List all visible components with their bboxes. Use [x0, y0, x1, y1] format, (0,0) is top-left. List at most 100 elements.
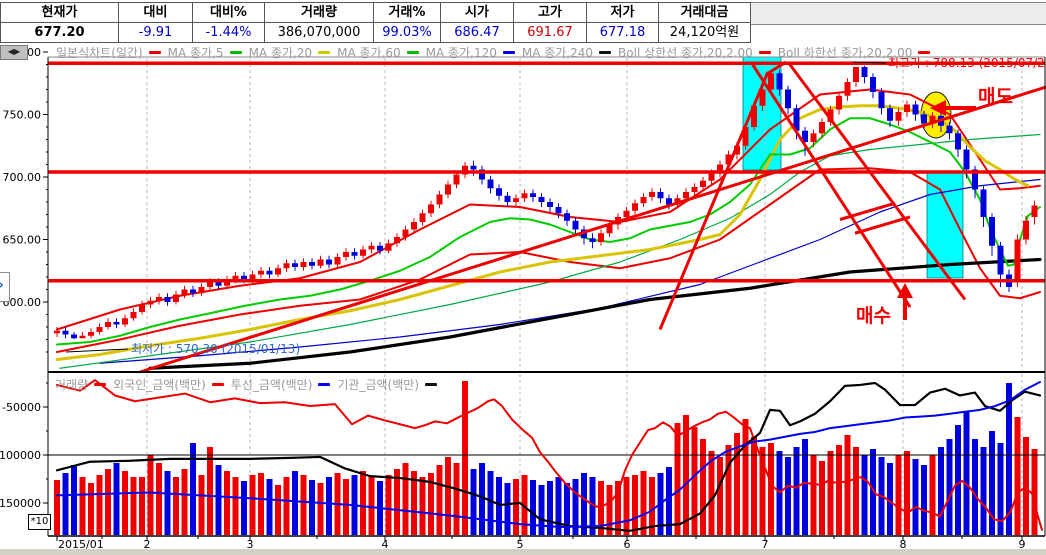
- quote-col-4: 거래% 99.03%: [374, 3, 441, 43]
- buy-annotation-text: 매수: [856, 305, 891, 327]
- trend-line: [765, 60, 787, 76]
- sell-arrow-icon: [930, 100, 946, 116]
- main-legend-item-1: MA 종가,5: [168, 44, 242, 61]
- x-tick-label: 5: [517, 538, 524, 551]
- trend-line: [658, 71, 770, 331]
- x-tick-label: 4: [382, 538, 389, 551]
- quote-value: 686.47: [441, 23, 513, 43]
- quote-label: 시가: [441, 3, 513, 23]
- legend-label: Boll 하한선 종가,20,2.00: [777, 46, 913, 60]
- axis-layer: [43, 51, 1046, 541]
- x-tick-label: 3: [247, 538, 254, 551]
- sub-chart-legend: 거래량 외국인_금액(백만) 투신_금액(백만) 기관_금액(백만): [55, 376, 437, 393]
- legend-color-dash: [229, 51, 242, 54]
- x-tick-label: 2015/01: [58, 538, 104, 551]
- pane-splitter-handle[interactable]: ◀▶: [0, 45, 28, 60]
- bollinger-lower-line: [56, 167, 1041, 353]
- quote-value: 691.67: [514, 23, 586, 43]
- trend-line: [749, 61, 912, 308]
- quote-label: 거래%: [374, 3, 440, 23]
- x-tick-label: 7: [762, 538, 769, 551]
- quote-label: 대비%: [193, 3, 264, 23]
- low-price-label: 최저가 : 570.30 (2015/01/13): [131, 342, 300, 356]
- quote-value: -9.91: [119, 23, 192, 43]
- quote-label: 거래대금: [659, 3, 750, 23]
- legend-label: Boll 상한선 종가,20,2.00: [618, 46, 753, 60]
- legend-label: 투신_금액(백만): [230, 378, 313, 392]
- y-tick-label: 650.00: [3, 234, 42, 247]
- trend-line: [839, 201, 896, 221]
- trend-line: [854, 215, 911, 235]
- long-term-ma-line: [148, 257, 1042, 370]
- main-legend-item-5: MA 종가,240: [521, 44, 612, 61]
- x-tick-label: 9: [1019, 538, 1026, 551]
- volume-layer: [48, 379, 1045, 535]
- sub-y-tick-label: -50000: [2, 401, 41, 414]
- legend-color-dash: [599, 51, 612, 54]
- legend-color-dash: [406, 51, 419, 54]
- trust-amount-line: [56, 381, 1041, 528]
- legend-label: MA 종가,20: [248, 46, 313, 60]
- legend-color-dash: [94, 383, 107, 386]
- sub-legend-item-1: 외국인_금액(백만): [113, 376, 224, 393]
- legend-color-dash: [148, 51, 161, 54]
- quote-value: -1.44%: [193, 23, 264, 43]
- sub-legend-item-2: 투신_금액(백만): [231, 376, 331, 393]
- inst-amount-line: [55, 381, 1042, 532]
- quote-value: 677.20: [1, 23, 118, 43]
- header-empty-area: [741, 2, 1046, 25]
- legend-color-dash: [425, 383, 437, 386]
- quote-label: 거래량: [265, 3, 373, 23]
- candles-layer: [54, 65, 1038, 340]
- legend-label: MA 종가,60: [337, 46, 401, 60]
- quote-col-0: 현재가 677.20: [1, 3, 119, 43]
- legend-color-dash: [318, 383, 331, 386]
- bottom-strip: [0, 549, 1046, 555]
- sub-y-tick-label: -150000: [0, 497, 41, 510]
- quote-col-8: 거래대금 24,120억원: [659, 3, 751, 43]
- low-pointer-line: [65, 348, 129, 353]
- y-tick-label: 600.00: [3, 296, 42, 309]
- legend-label: 외국인_금액(백만): [113, 378, 206, 392]
- quote-col-6: 고가 691.67: [514, 3, 587, 43]
- highlight-layer: [742, 56, 964, 279]
- legend-label: 일본식차트(일간): [56, 46, 143, 60]
- ma20-line: [56, 117, 1041, 346]
- left-scroll-button[interactable]: ›: [0, 272, 10, 302]
- quote-col-3: 거래량 386,070,000: [265, 3, 374, 43]
- legend-color-dash: [318, 51, 331, 54]
- main-legend-item-6: Boll 상한선 종가,20,2.00: [618, 44, 771, 61]
- legend-color-dash: [211, 383, 224, 386]
- foreign-amount-line: [56, 379, 1043, 531]
- trend-line: [786, 61, 967, 301]
- quote-header: 현재가 677.20 대비 -9.91 대비% -1.44% 거래량 386,070,000 거…: [0, 2, 751, 43]
- main-legend-item-4: MA 종가,120: [426, 44, 515, 61]
- ma240-line: [99, 178, 1041, 364]
- quote-value: 24,120억원: [659, 23, 750, 43]
- sub-legend-item-0: 거래량: [55, 376, 107, 393]
- legend-label: MA 종가,240: [521, 46, 594, 60]
- sub-y-tick-label: -100000: [0, 449, 41, 462]
- main-chart-legend: 일본식차트(일간) MA 종가,5 MA 종가,20 MA 종가,60 MA 종가,12…: [56, 44, 931, 61]
- quote-col-2: 대비% -1.44%: [193, 3, 265, 43]
- y-tick-label: 750.00: [3, 109, 42, 122]
- y-tick-label: 700.00: [3, 171, 42, 184]
- legend-color-dash: [758, 51, 771, 54]
- panel-separator: [48, 371, 1045, 373]
- ma-overlay-layer: [55, 88, 1042, 370]
- ma120-line: [59, 133, 1041, 369]
- quote-value: 677.18: [587, 23, 658, 43]
- quote-label: 대비: [119, 3, 192, 23]
- main-legend-item-3: MA 종가,60: [337, 44, 419, 61]
- legend-label: MA 종가,120: [425, 46, 497, 60]
- sell-annotation-text: 매도: [978, 86, 1013, 108]
- quote-col-5: 시가 686.47: [441, 3, 514, 43]
- sub-legend-item-3: 기관_금액(백만): [337, 376, 437, 393]
- main-legend-item-2: MA 종가,20: [249, 44, 331, 61]
- scale-note: *10: [28, 514, 51, 530]
- legend-color-dash: [918, 51, 931, 54]
- x-tick-label: 8: [900, 538, 907, 551]
- main-legend-item-7: Boll 하한선 종가,20,2.00: [778, 44, 931, 61]
